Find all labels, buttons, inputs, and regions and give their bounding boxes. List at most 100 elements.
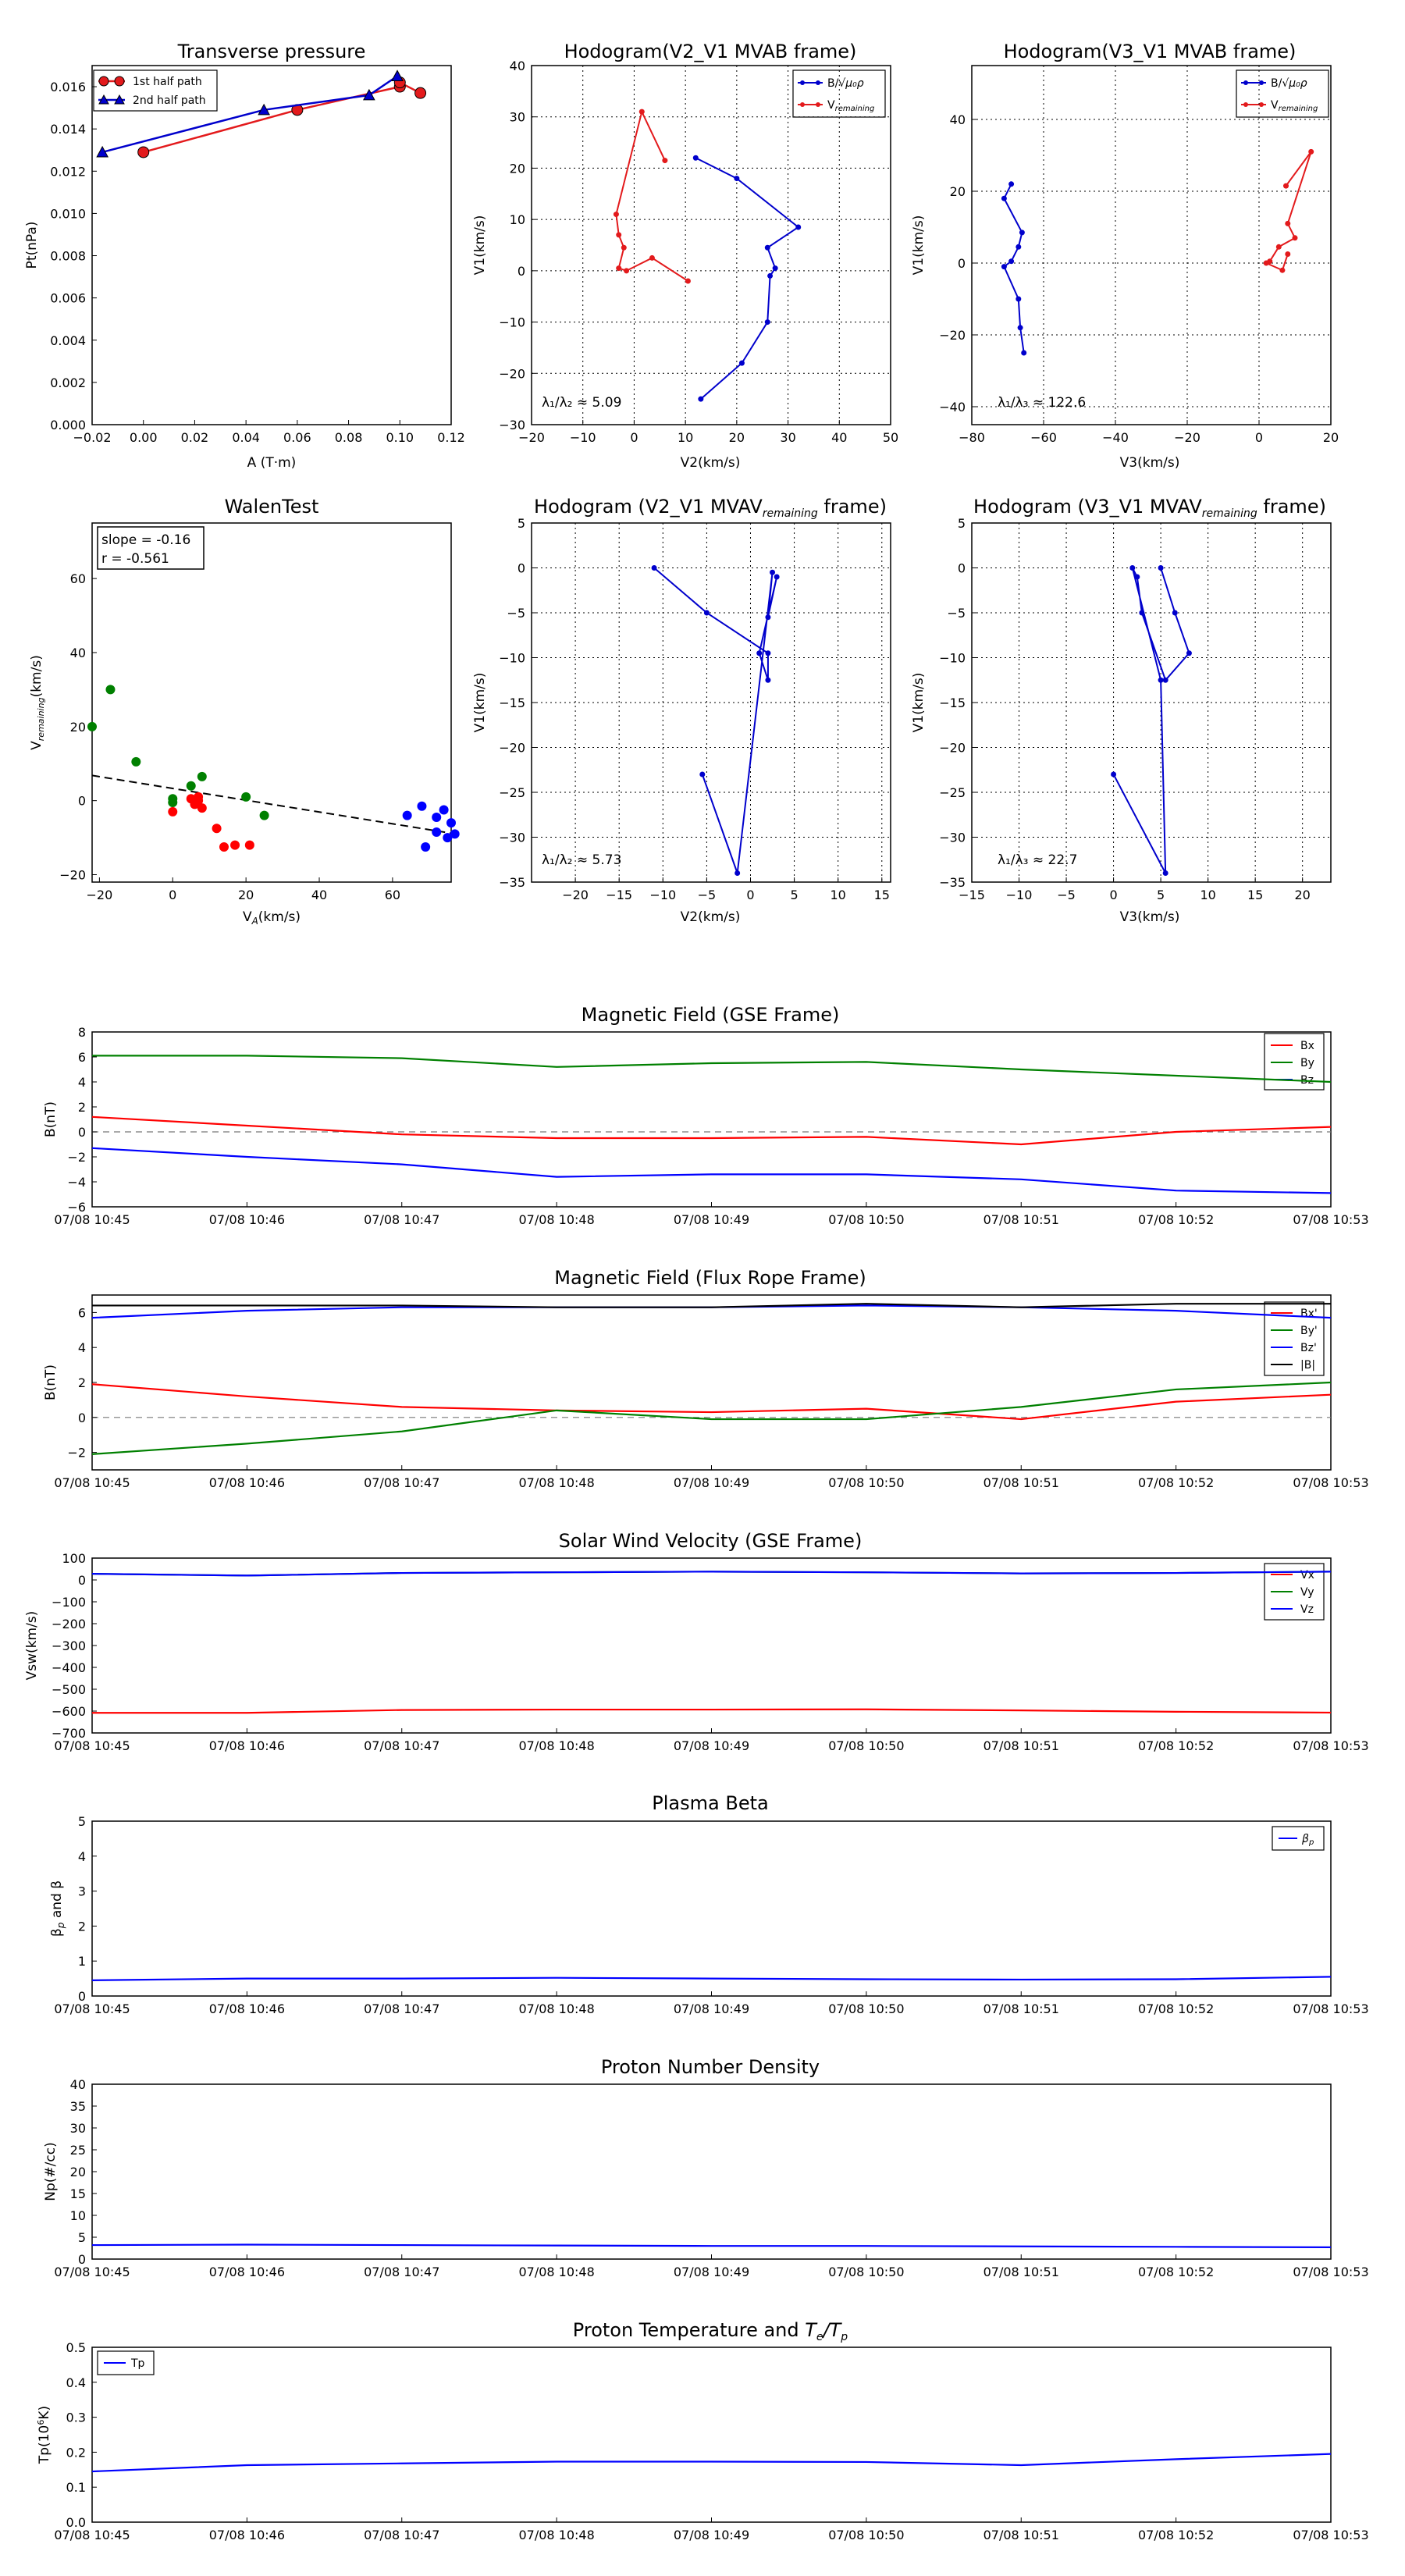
y-tick-label: −700 <box>52 1726 86 1741</box>
x-tick-label: 0.00 <box>130 430 158 445</box>
y-tick-label: −30 <box>939 831 966 845</box>
hodogram-point <box>1292 235 1298 241</box>
y-tick-label: 0.1 <box>66 2480 86 2495</box>
series-line-np-0 <box>91 2243 1332 2248</box>
y-tick-label: −400 <box>52 1660 86 1675</box>
walen-point <box>168 798 178 808</box>
y-tick-label: 5 <box>78 2230 86 2245</box>
x-tick-label: 0.12 <box>437 430 465 445</box>
title-tp: Proton Temperature and Te/Tp <box>573 2319 848 2343</box>
y-tick-label: 0 <box>78 1989 86 2004</box>
hodogram-point <box>756 650 763 656</box>
walen-stats-box <box>97 526 205 570</box>
x-tick-label: 07/08 10:45 <box>54 2001 130 2016</box>
x-tick-label: 07/08 10:51 <box>984 1212 1059 1227</box>
y-tick-label: −10 <box>939 651 966 666</box>
series-line-vsw-0 <box>92 1708 1332 1714</box>
y-tick-label: 35 <box>70 2099 86 2114</box>
xlabel-hodo-v2-rem: V2(km/s) <box>681 909 741 925</box>
title-beta: Plasma Beta <box>652 1792 768 1814</box>
x-tick-label: −20 <box>87 888 113 902</box>
plot-area-transverse-pressure <box>91 65 452 425</box>
y-tick-label: −10 <box>499 315 525 330</box>
series-line-second-half <box>101 75 398 154</box>
hodogram-point <box>649 254 655 261</box>
hodogram-point <box>767 272 774 279</box>
y-tick-label: −20 <box>939 741 966 756</box>
legend-transverse-pressure: 1st half path 2nd half path <box>93 69 218 112</box>
hodogram-point <box>1008 181 1015 187</box>
y-tick-label: 0 <box>958 561 966 576</box>
walen-point <box>446 818 456 828</box>
hodogram-point <box>1021 350 1027 356</box>
x-tick-label: 07/08 10:49 <box>674 1475 749 1490</box>
x-tick-label: 40 <box>831 430 847 445</box>
legend-item-second-half: 2nd half path <box>133 94 206 107</box>
x-tick-label: 0.06 <box>283 430 311 445</box>
y-tick-label: −600 <box>52 1704 86 1719</box>
walen-point <box>230 840 240 850</box>
hodogram-point <box>685 278 691 284</box>
data-point <box>137 146 150 158</box>
x-tick-label: 07/08 10:48 <box>518 2528 594 2542</box>
y-tick-label: 25 <box>70 2143 86 2158</box>
x-tick-label: 50 <box>883 430 898 445</box>
series-line-tp-0 <box>91 2453 1332 2473</box>
x-tick-label: 0.10 <box>386 430 414 445</box>
y-tick-label: 0.006 <box>50 291 86 306</box>
y-tick-label: 0.000 <box>50 418 86 432</box>
y-tick-label: 0.016 <box>50 80 86 94</box>
hodogram-point <box>764 244 770 251</box>
legend-beta: βp <box>1272 1826 1325 1851</box>
x-tick-label: 20 <box>1295 888 1311 902</box>
y-tick-label: −10 <box>499 651 525 666</box>
y-tick-label: 8 <box>78 1025 86 1040</box>
x-tick-label: 07/08 10:53 <box>1293 1212 1368 1227</box>
hodogram-point <box>621 244 627 251</box>
legend-mag-fr: Bx' By' Bz' |B| <box>1264 1301 1325 1376</box>
title-mag-gse: Magnetic Field (GSE Frame) <box>582 1004 840 1026</box>
legend-item-vz: Vz <box>1300 1603 1314 1616</box>
x-tick-label: 07/08 10:51 <box>984 2528 1059 2542</box>
ylabel-hodo-v3-rem: V1(km/s) <box>911 673 927 733</box>
hodogram-point <box>613 212 619 218</box>
x-tick-label: 07/08 10:52 <box>1138 1738 1214 1753</box>
y-tick-label: 0 <box>958 256 966 271</box>
x-tick-label: 07/08 10:45 <box>54 1212 130 1227</box>
hodogram-point <box>1279 267 1286 273</box>
y-tick-label: −40 <box>939 400 966 415</box>
ylabel-mag-gse: B(nT) <box>43 1101 59 1137</box>
y-tick-label: −20 <box>499 366 525 381</box>
y-tick-label: 10 <box>70 2208 86 2223</box>
legend-item-bx: Bx <box>1300 1040 1314 1052</box>
legend-item-vy: Vy <box>1300 1586 1314 1599</box>
hodogram-point <box>1139 610 1145 616</box>
x-tick-label: 07/08 10:48 <box>518 2001 594 2016</box>
x-tick-label: 07/08 10:49 <box>674 2001 749 2016</box>
legend-item-bz-prime: Bz' <box>1300 1342 1317 1354</box>
hodogram-point <box>1134 574 1140 580</box>
x-tick-label: 07/08 10:50 <box>828 2265 904 2279</box>
y-tick-label: 60 <box>70 571 86 586</box>
y-tick-label: 20 <box>70 2165 86 2179</box>
hodogram-point <box>699 771 706 777</box>
y-tick-label: 0.0 <box>66 2515 86 2530</box>
title-transverse-pressure: Transverse pressure <box>177 41 366 62</box>
hodogram-point <box>1016 244 1022 250</box>
series-line-mag-fr-0 <box>91 1383 1332 1421</box>
hodogram-point <box>1162 677 1168 683</box>
y-tick-label: 40 <box>510 59 525 73</box>
x-tick-label: 07/08 10:53 <box>1293 1475 1368 1490</box>
ylabel-mag-fr: B(nT) <box>43 1364 59 1400</box>
y-tick-label: −5 <box>947 606 966 621</box>
x-tick-label: 0.02 <box>181 430 209 445</box>
x-tick-label: −20 <box>562 888 589 902</box>
series-line-mag-gse-2 <box>91 1147 1332 1194</box>
y-tick-label: −100 <box>52 1595 86 1610</box>
y-tick-label: −500 <box>52 1682 86 1697</box>
y-tick-label: 1 <box>78 1954 86 1969</box>
hodogram-point <box>765 614 771 621</box>
x-tick-label: 10 <box>831 888 846 902</box>
x-tick-label: 07/08 10:47 <box>364 1475 439 1490</box>
